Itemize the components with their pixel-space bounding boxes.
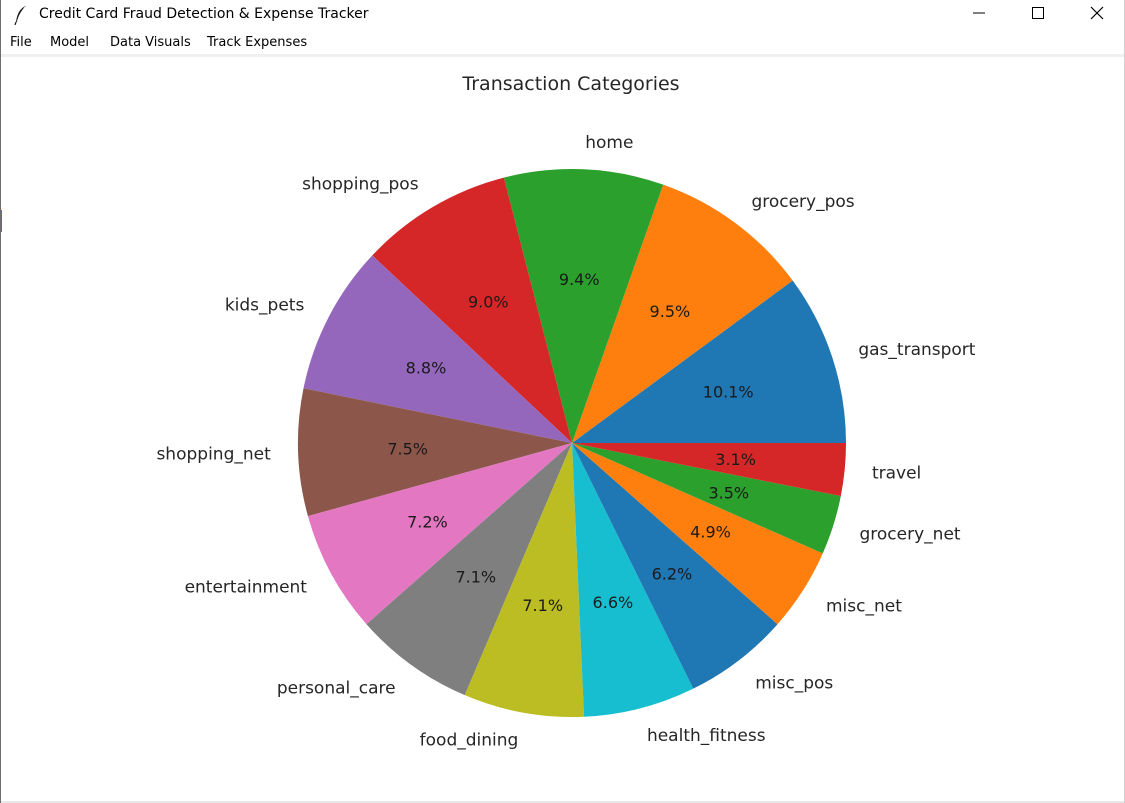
pie-slice-home <box>503 169 664 443</box>
category-label-gas-transport: gas_transport <box>858 340 975 360</box>
pie-labels: 10.1% gas_transport 9.5% grocery_pos 9.4% hom… <box>156 133 975 751</box>
category-label-health-fitness: health_fitness <box>647 726 766 746</box>
category-label-personal-care: personal_care <box>277 678 396 698</box>
pct-label-health-fitness: 6.6% <box>593 593 634 612</box>
minimize-button[interactable] <box>950 0 1008 26</box>
pie-slice-entertainment <box>307 443 572 625</box>
pct-label-home: 9.4% <box>559 270 600 289</box>
menu-track-expenses[interactable]: Track Expenses <box>207 35 308 50</box>
chart-canvas: Transaction Categories 10.1% gas_transpor… <box>2 57 1124 801</box>
category-label-misc-pos: misc_pos <box>755 673 833 693</box>
pie-slice-misc-net <box>572 443 823 625</box>
close-button[interactable] <box>1068 0 1124 26</box>
pct-label-shopping-pos: 9.0% <box>468 292 509 311</box>
category-label-grocery-net: grocery_net <box>860 524 961 544</box>
pie-slices <box>298 169 846 717</box>
menu-bar: File Model Data Visuals Track Expenses <box>1 32 1124 57</box>
pct-label-travel: 3.1% <box>715 450 756 469</box>
pct-label-grocery-net: 3.5% <box>708 483 749 502</box>
pie-slice-grocery-net <box>572 443 841 554</box>
pct-label-kids-pets: 8.8% <box>406 358 447 377</box>
chart-title: Transaction Categories <box>461 73 679 95</box>
pct-label-misc-net: 4.9% <box>690 523 731 542</box>
pie-slice-grocery-pos <box>572 184 793 443</box>
category-label-kids-pets: kids_pets <box>225 295 305 315</box>
pct-label-gas-transport: 10.1% <box>703 383 754 402</box>
category-label-entertainment: entertainment <box>185 578 308 598</box>
window-bottom-edge <box>1 801 1124 803</box>
menu-model[interactable]: Model <box>50 35 90 50</box>
pct-label-grocery-pos: 9.5% <box>650 302 691 321</box>
pie-slice-shopping-pos <box>372 177 572 443</box>
pct-label-shopping-net: 7.5% <box>387 440 428 459</box>
pct-label-entertainment: 7.2% <box>407 512 448 531</box>
pct-label-misc-pos: 6.2% <box>652 565 693 584</box>
category-label-misc-net: misc_net <box>826 596 902 616</box>
pie-slice-kids-pets <box>303 255 572 443</box>
pie-chart: Transaction Categories 10.1% gas_transpor… <box>156 73 975 751</box>
title-bar[interactable]: Credit Card Fraud Detection & Expense Tr… <box>1 0 1124 30</box>
category-label-shopping-net: shopping_net <box>156 444 271 464</box>
pie-slice-personal-care <box>366 443 572 696</box>
close-icon <box>1090 6 1104 20</box>
pie-slice-health-fitness <box>572 443 694 717</box>
pie-slice-shopping-net <box>298 388 572 517</box>
pie-slice-misc-pos <box>572 443 778 689</box>
window-title: Credit Card Fraud Detection & Expense Tr… <box>39 6 369 22</box>
pct-label-personal-care: 7.1% <box>455 567 496 586</box>
maximize-icon <box>1032 7 1044 19</box>
category-label-grocery-pos: grocery_pos <box>751 192 854 212</box>
minimize-icon <box>973 12 985 14</box>
pie-slice-travel <box>572 443 846 497</box>
pct-label-food-dining: 7.1% <box>522 596 563 615</box>
category-label-shopping-pos: shopping_pos <box>302 175 419 195</box>
category-label-travel: travel <box>872 463 921 483</box>
category-label-home: home <box>585 133 633 153</box>
feather-icon <box>14 6 26 25</box>
pie-slice-gas-transport <box>572 280 846 443</box>
menu-data-visuals[interactable]: Data Visuals <box>110 35 191 50</box>
maximize-button[interactable] <box>1009 0 1067 26</box>
pie-slice-food-dining <box>464 443 585 717</box>
category-label-food-dining: food_dining <box>420 731 519 751</box>
menu-file[interactable]: File <box>10 35 32 50</box>
